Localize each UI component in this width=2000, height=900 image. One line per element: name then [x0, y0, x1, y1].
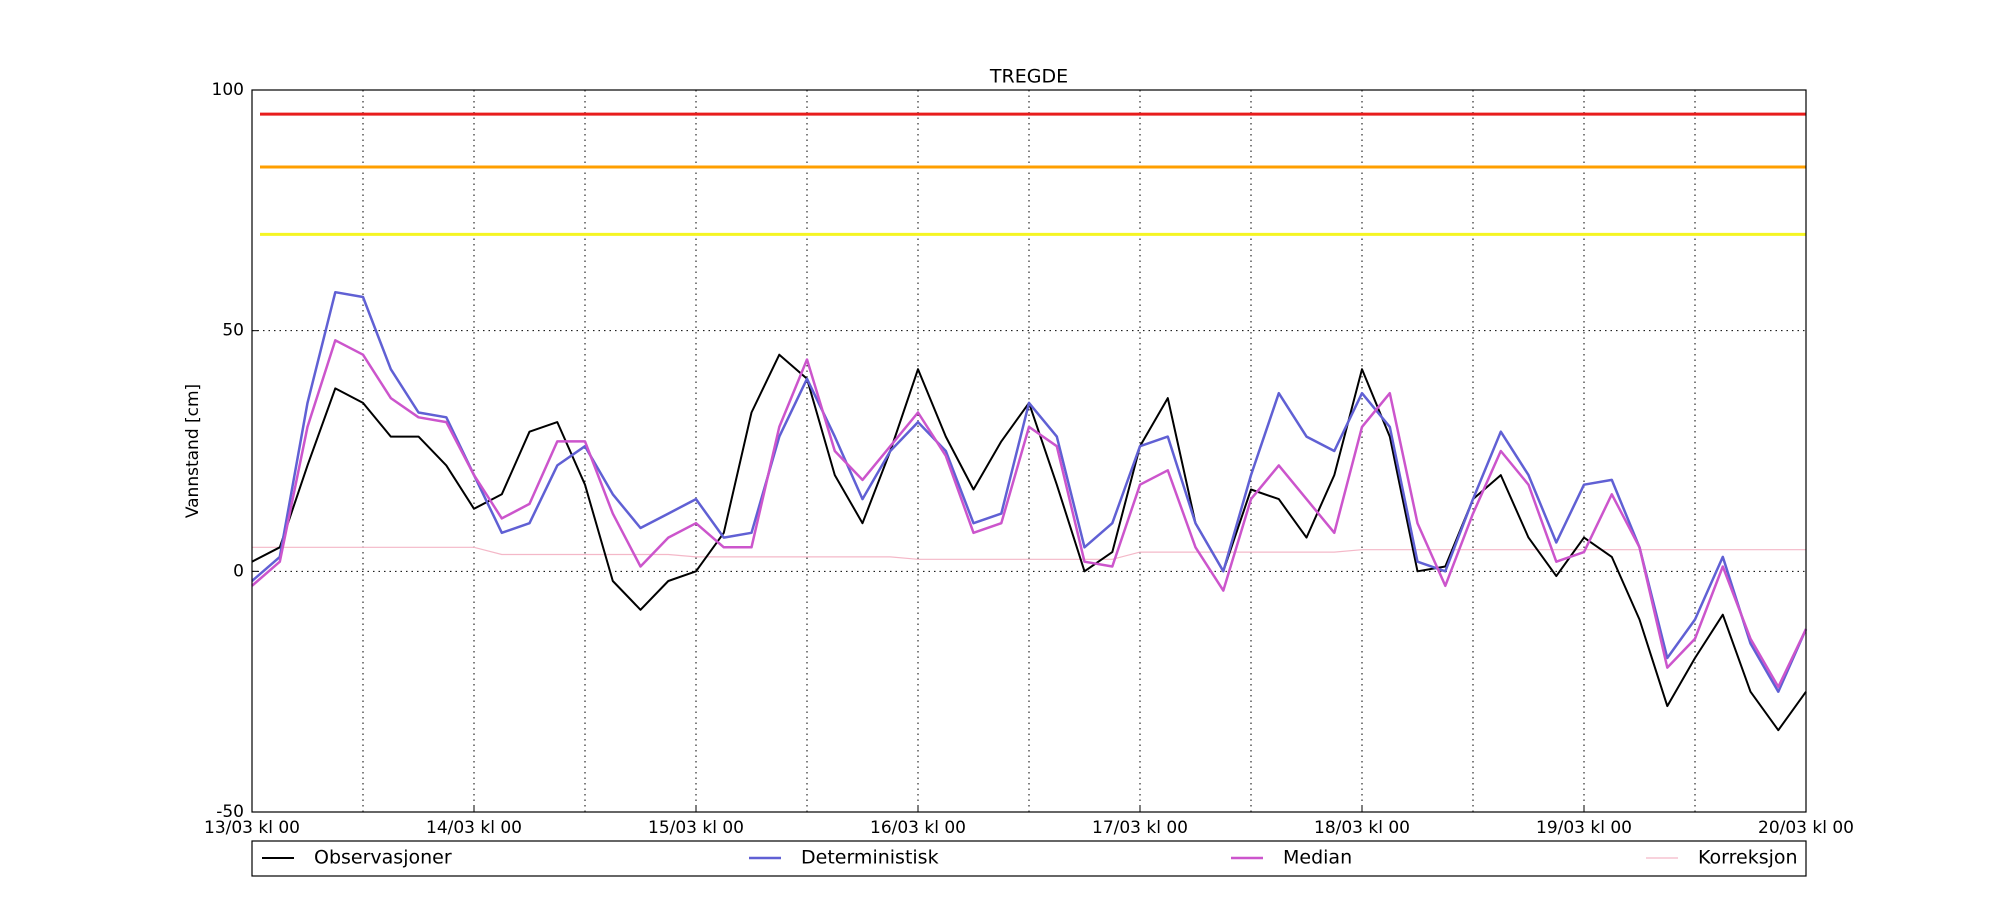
x-tick-label: 13/03 kl 00 — [204, 818, 300, 838]
y-tick-label: 50 — [222, 321, 244, 341]
legend-label: Observasjoner — [314, 847, 452, 869]
y-tick-label: 100 — [212, 80, 244, 100]
y-axis-label: Vannstand [cm] — [183, 384, 203, 518]
x-tick-label: 17/03 kl 00 — [1092, 818, 1188, 838]
x-tick-label: 19/03 kl 00 — [1536, 818, 1632, 838]
x-tick-label: 16/03 kl 00 — [870, 818, 966, 838]
series-line — [252, 546, 1806, 560]
legend-label: Median — [1283, 847, 1352, 869]
series-line — [251, 290, 1808, 693]
chart-title: TREGDE — [989, 66, 1068, 88]
legend-label: Korreksjon — [1698, 847, 1798, 869]
x-tick-label: 14/03 kl 00 — [426, 818, 522, 838]
x-tick-label: 15/03 kl 00 — [648, 818, 744, 838]
x-tick-label: 18/03 kl 00 — [1314, 818, 1410, 838]
series-line — [251, 339, 1808, 689]
y-tick-label: -50 — [216, 802, 244, 822]
x-tick-label: 20/03 kl 00 — [1758, 818, 1854, 838]
plot-frame — [251, 89, 1807, 813]
legend-label: Deterministisk — [801, 847, 939, 869]
y-tick-label: 0 — [233, 561, 244, 581]
legend-box — [251, 840, 1807, 877]
